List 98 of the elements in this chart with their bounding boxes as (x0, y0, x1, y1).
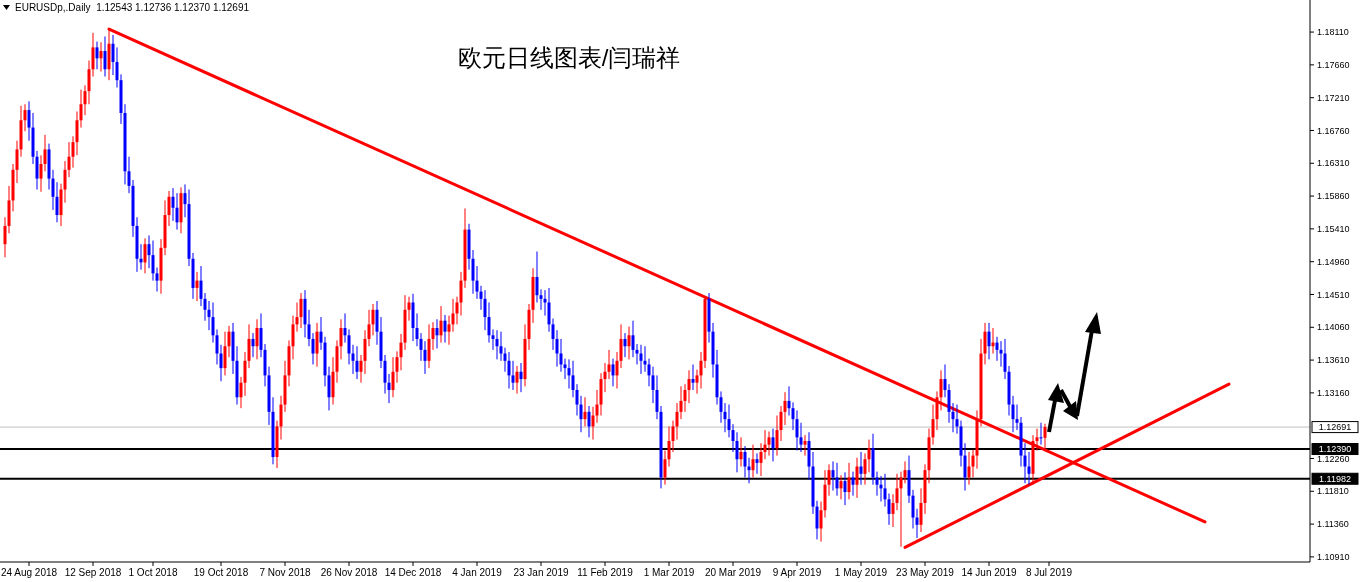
candlestick (843, 471, 847, 506)
candlestick (423, 340, 427, 375)
candlestick (755, 452, 759, 475)
candlestick (835, 462, 839, 497)
x-tick-label: 24 Aug 2018 (0, 567, 58, 578)
candlestick (95, 41, 99, 70)
candlestick (783, 391, 787, 426)
candlestick (987, 322, 991, 360)
candlestick (627, 326, 631, 360)
y-tick-label: 1.16760 (1317, 125, 1350, 136)
candlestick (507, 351, 511, 390)
y-tick-label: 1.14960 (1317, 256, 1350, 267)
candlestick (751, 444, 755, 478)
y-tick-label: 1.11360 (1317, 519, 1349, 530)
candlestick (99, 41, 103, 72)
candlestick (103, 35, 107, 78)
x-tick-label: 9 Apr 2019 (772, 567, 822, 578)
candlestick (255, 318, 259, 360)
candlestick (623, 332, 627, 358)
ref-line-label: 1.12390 (1318, 444, 1352, 455)
candlestick (451, 298, 455, 333)
candlestick (967, 451, 971, 486)
candlestick (515, 365, 519, 395)
y-tick-label: 1.12260 (1317, 453, 1350, 464)
y-tick-label: 1.11810 (1317, 486, 1349, 497)
candlestick (763, 429, 767, 460)
candlestick (1039, 422, 1043, 446)
x-tick-label: 14 Dec 2018 (384, 567, 442, 578)
x-tick-label: 23 May 2019 (896, 567, 955, 578)
candlestick (855, 457, 859, 499)
candlestick (831, 460, 835, 492)
candlestick (315, 322, 319, 368)
candlestick (519, 362, 523, 393)
candlestick (195, 271, 199, 302)
candlestick (143, 237, 147, 274)
y-tick-label: 1.16310 (1317, 158, 1350, 169)
y-tick-label: 1.17210 (1317, 92, 1350, 103)
y-tick-label: 1.17660 (1317, 60, 1350, 71)
candlestick (795, 409, 799, 451)
candlestick (859, 451, 863, 486)
candlestick (691, 363, 695, 391)
candlestick (735, 431, 739, 473)
candlestick (867, 439, 871, 473)
candlestick (607, 349, 611, 380)
y-tick-label: 1.15410 (1317, 224, 1350, 235)
candlestick (771, 428, 775, 462)
candlestick (427, 323, 431, 369)
y-tick-label: 1.14510 (1317, 289, 1350, 300)
candlestick (611, 358, 615, 387)
candlestick (435, 318, 439, 349)
x-tick-label: 14 Jun 2019 (961, 567, 1017, 578)
annotation: EURUSDp,.Daily 1.12543 1.12736 1.12370 1.12691 (15, 2, 250, 13)
candlestick (443, 314, 447, 344)
x-tick-label: 12 Sep 2018 (64, 567, 122, 578)
candlestick (55, 181, 59, 223)
candlestick (371, 303, 375, 336)
candlestick (175, 192, 179, 231)
text: 欧元日线图表/闫瑞祥 (457, 44, 681, 71)
candlestick (839, 474, 843, 500)
x-tick-label: 11 Feb 2019 (577, 567, 634, 578)
candlestick (903, 460, 907, 484)
y-tick-label: 1.10910 (1317, 552, 1350, 563)
x-tick-label: 23 Jan 2019 (513, 567, 569, 578)
candlestick (767, 431, 771, 457)
candlestick (583, 396, 587, 427)
candlestick (251, 332, 255, 358)
y-tick-label: 1.13610 (1317, 355, 1350, 366)
y-tick-label: 1.15860 (1317, 191, 1350, 202)
ref-line-label: 1.12691 (1318, 422, 1352, 433)
x-tick-label: 8 Jul 2019 (1025, 567, 1073, 578)
candlestick (439, 305, 443, 344)
x-tick-label: 19 Oct 2018 (193, 567, 249, 578)
x-tick-label: 1 Oct 2018 (128, 567, 178, 578)
y-tick-label: 1.13160 (1317, 388, 1350, 399)
candlestick (799, 422, 803, 453)
x-tick-label: 1 May 2019 (834, 567, 888, 578)
candlestick (299, 292, 303, 329)
y-tick-label: 1.18110 (1317, 27, 1349, 38)
candlestick (639, 344, 643, 375)
ref-line-label: 1.11982 (1319, 473, 1351, 484)
candlestick (587, 405, 591, 438)
candlestick (1043, 423, 1047, 451)
x-tick-label: 26 Nov 2018 (320, 567, 378, 578)
x-tick-label: 1 Mar 2019 (643, 567, 695, 578)
candlestick (851, 471, 855, 497)
candlestick (687, 369, 691, 404)
candlestick (847, 462, 851, 500)
candlestick (739, 436, 743, 468)
candlestick (887, 492, 891, 526)
candlestick (511, 360, 515, 391)
candlestick (355, 345, 359, 380)
candlestick (803, 434, 807, 457)
x-tick-label: 7 Nov 2018 (259, 567, 312, 578)
candlestick (495, 329, 499, 360)
x-tick-label: 4 Jan 2019 (452, 567, 503, 578)
candlestick (1027, 451, 1031, 486)
y-tick-label: 1.14060 (1317, 322, 1350, 333)
x-tick-label: 20 Mar 2019 (704, 567, 762, 578)
